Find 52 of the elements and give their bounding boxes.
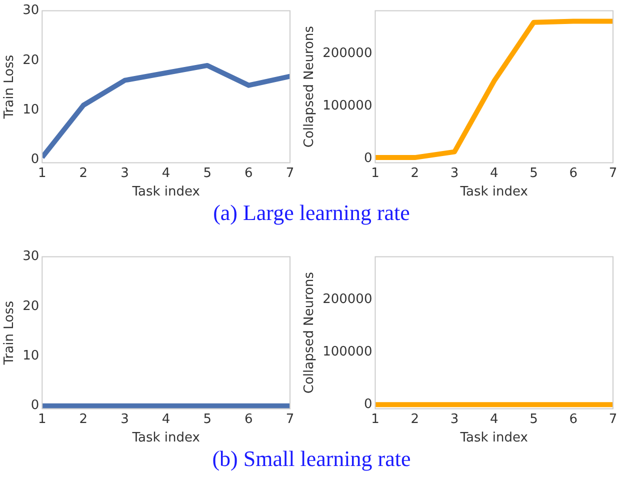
x-tick-label: 7 xyxy=(608,412,618,427)
y-tick-label: 0 xyxy=(364,150,372,166)
x-tick-label: 7 xyxy=(286,166,294,181)
y-tick-label: 100000 xyxy=(322,98,372,114)
x-tick-label: 6 xyxy=(569,166,578,181)
y-axis-title: Collapsed Neurons xyxy=(302,272,318,394)
y-tick-label: 30 xyxy=(22,3,40,18)
y-axis-title: Collapsed Neurons xyxy=(302,26,318,148)
y-tick-label: 30 xyxy=(22,249,40,264)
x-tick-label: 4 xyxy=(162,166,170,181)
text: (a) Large learning rate xyxy=(212,200,411,227)
x-tick-label: 2 xyxy=(79,166,88,181)
x-axis-title: Task index xyxy=(131,184,200,200)
x-tick-label: 3 xyxy=(120,166,129,181)
x-tick-label: 4 xyxy=(490,412,498,427)
x-tick-label: 4 xyxy=(162,412,170,427)
x-axis-title: Task index xyxy=(131,430,200,446)
x-axis-title: Task index xyxy=(459,430,528,446)
x-tick-label: 2 xyxy=(410,166,419,181)
x-tick-label: 1 xyxy=(38,412,46,427)
y-tick-label: 0 xyxy=(364,396,372,412)
x-tick-label: 7 xyxy=(608,166,618,181)
y-tick-label: 0 xyxy=(30,398,40,414)
y-tick-label: 20 xyxy=(22,298,40,314)
x-tick-label: 3 xyxy=(450,166,459,181)
y-axis-title: Train Loss xyxy=(2,300,18,366)
x-tick-label: 3 xyxy=(450,412,459,427)
x-tick-label: 3 xyxy=(120,412,129,427)
text: (b) Small learning rate xyxy=(211,446,412,473)
y-axis-title: Train Loss xyxy=(2,54,18,120)
x-tick-label: 6 xyxy=(244,412,253,427)
x-axis-title: Task index xyxy=(459,184,528,200)
y-tick-label: 0 xyxy=(30,152,40,168)
y-tick-label: 20 xyxy=(22,52,40,68)
x-tick-label: 6 xyxy=(244,166,253,181)
y-tick-label: 100000 xyxy=(322,344,372,360)
x-tick-label: 5 xyxy=(530,412,538,427)
x-tick-label: 4 xyxy=(490,166,498,181)
x-tick-label: 5 xyxy=(203,412,212,427)
y-tick-label: 10 xyxy=(22,102,40,118)
y-tick-label: 10 xyxy=(22,348,40,364)
x-tick-label: 5 xyxy=(203,166,212,181)
x-tick-label: 7 xyxy=(286,412,294,427)
y-tick-label: 200000 xyxy=(322,292,372,308)
x-tick-label: 2 xyxy=(410,412,419,427)
x-tick-label: 1 xyxy=(371,166,380,181)
x-tick-label: 2 xyxy=(79,412,88,427)
x-tick-label: 1 xyxy=(38,166,46,181)
x-tick-label: 6 xyxy=(569,412,578,427)
x-tick-label: 5 xyxy=(530,166,538,181)
y-tick-label: 200000 xyxy=(322,46,372,62)
x-tick-label: 1 xyxy=(371,412,380,427)
